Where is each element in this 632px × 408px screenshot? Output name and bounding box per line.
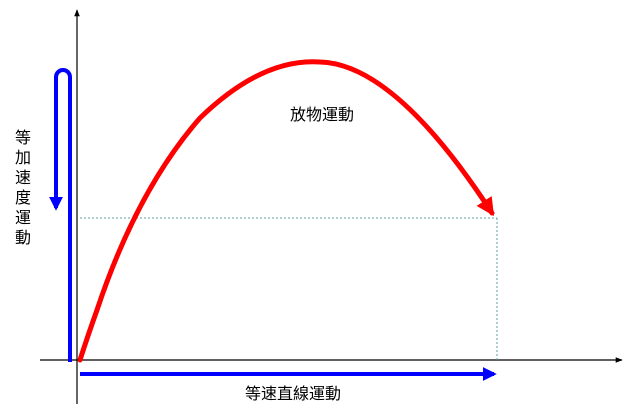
uniform-linear-motion-label: 等速直線運動: [245, 384, 342, 403]
vertical-motion-arrow: [49, 68, 72, 362]
parabolic-trajectory-arrow: [77, 59, 495, 363]
parabolic-motion-label: 放物運動: [290, 105, 355, 124]
uniformly-accelerated-motion-label: 等加速度運動: [14, 128, 31, 247]
